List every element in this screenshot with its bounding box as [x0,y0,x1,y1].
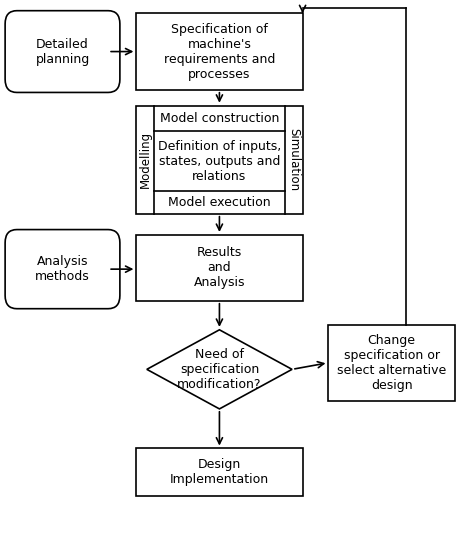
Bar [137,106,302,214]
Text: Modelling: Modelling [139,131,152,188]
Text: Need of
specification
modification?: Need of specification modification? [177,348,262,391]
Text: Simulation: Simulation [287,128,300,191]
Text: Definition of inputs,
states, outputs and
relations: Definition of inputs, states, outputs an… [158,140,281,182]
Text: Detailed
planning: Detailed planning [36,37,90,66]
FancyBboxPatch shape [5,230,120,309]
Text: Analysis
methods: Analysis methods [35,255,90,283]
Text: Change
specification or
select alternative
design: Change specification or select alternati… [337,334,446,392]
Polygon shape [147,330,292,409]
Bar [328,325,455,401]
Bar [137,448,302,496]
Bar [137,235,302,301]
Text: Results
and
Analysis: Results and Analysis [194,246,245,289]
FancyBboxPatch shape [5,11,120,92]
Text: Model execution: Model execution [168,196,271,209]
Text: Specification of
machine's
requirements and
processes: Specification of machine's requirements … [164,22,275,80]
Text: Model construction: Model construction [160,112,279,125]
Text: Design
Implementation: Design Implementation [170,458,269,486]
Bar [137,13,302,90]
